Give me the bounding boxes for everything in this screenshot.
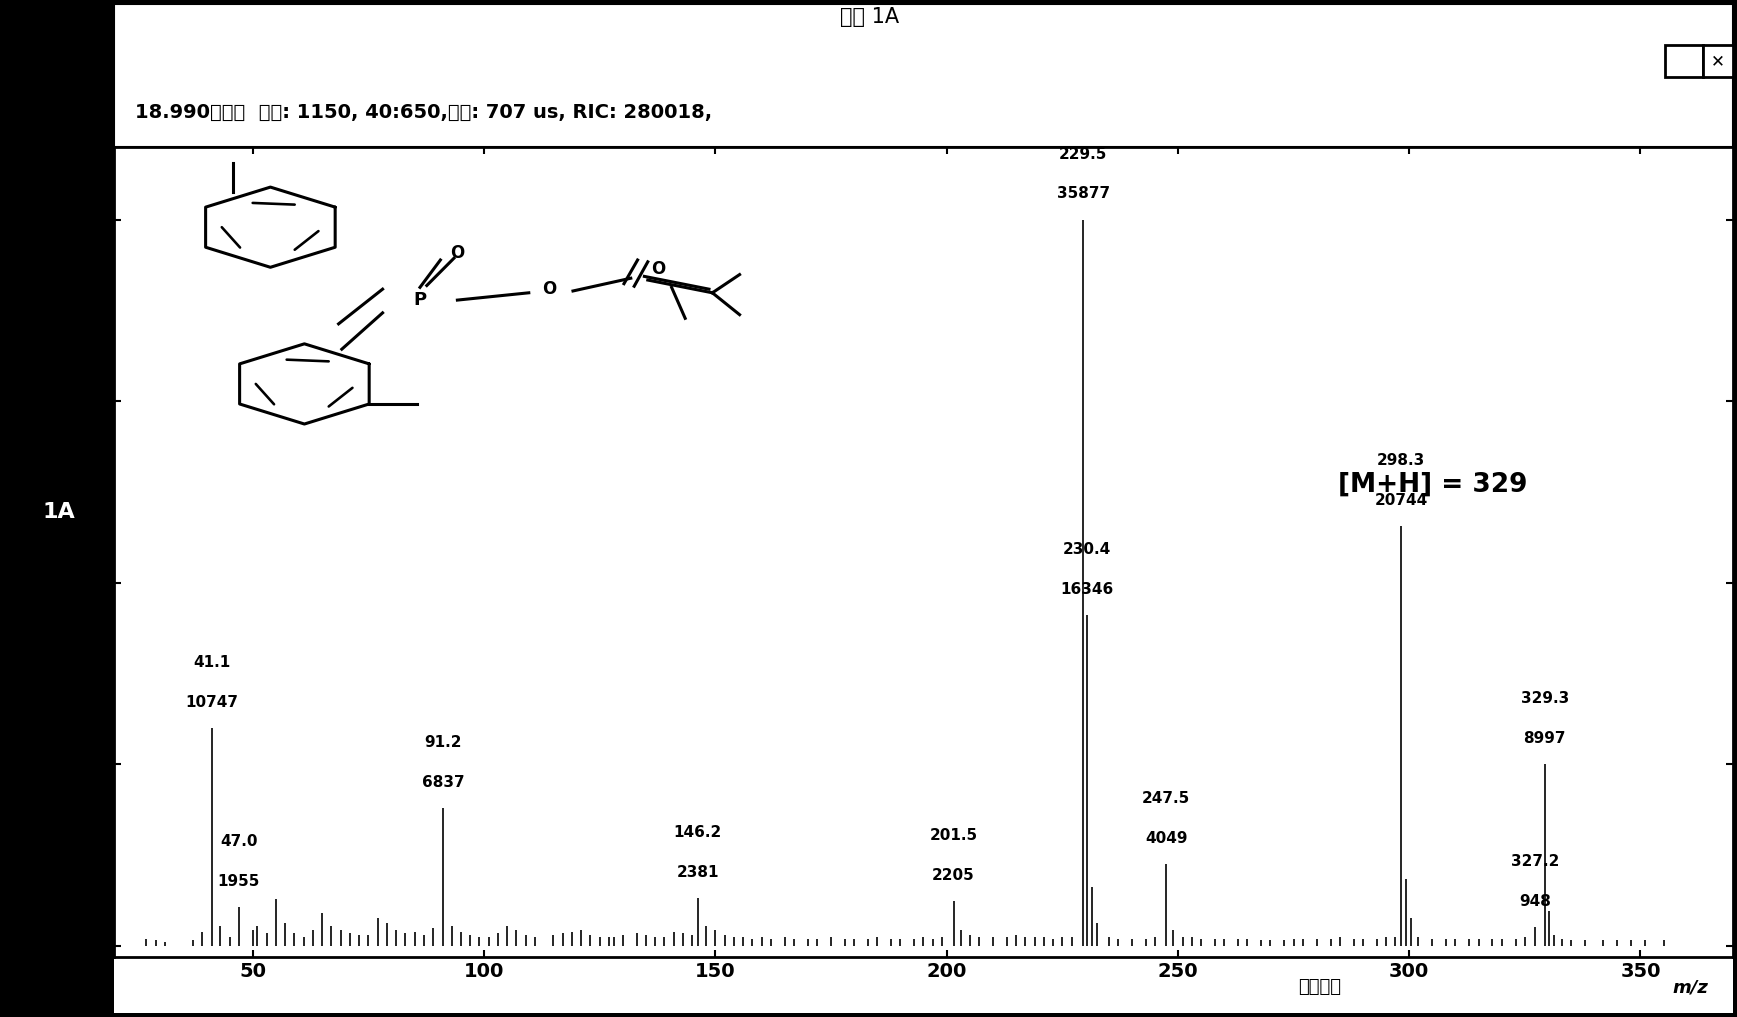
- FancyBboxPatch shape: [3, 4, 1734, 1013]
- Text: 1A: 1A: [43, 502, 75, 522]
- Text: 229.5: 229.5: [1060, 146, 1106, 162]
- Text: 10747: 10747: [186, 695, 238, 710]
- Text: 327.2: 327.2: [1511, 854, 1560, 870]
- FancyBboxPatch shape: [115, 4, 1734, 147]
- Text: m/z: m/z: [1673, 978, 1707, 996]
- FancyBboxPatch shape: [1666, 45, 1702, 77]
- Text: 2205: 2205: [933, 868, 974, 883]
- Text: 201.5: 201.5: [929, 828, 978, 843]
- FancyBboxPatch shape: [1702, 45, 1734, 77]
- Text: 1955: 1955: [217, 874, 261, 889]
- Text: 329.3: 329.3: [1520, 691, 1569, 706]
- Text: 6837: 6837: [422, 775, 466, 790]
- Text: 47.0: 47.0: [221, 834, 257, 849]
- Text: 41.1: 41.1: [193, 655, 231, 670]
- Text: 298.3: 298.3: [1377, 454, 1426, 468]
- Text: 固定范围: 固定范围: [1299, 978, 1341, 996]
- FancyBboxPatch shape: [3, 4, 115, 1013]
- Text: 8997: 8997: [1523, 730, 1567, 745]
- Text: 20744: 20744: [1374, 493, 1428, 508]
- Text: 2381: 2381: [676, 865, 719, 880]
- Text: 146.2: 146.2: [674, 825, 723, 840]
- Text: 948: 948: [1520, 894, 1551, 909]
- FancyBboxPatch shape: [115, 958, 1734, 1013]
- Text: 247.5: 247.5: [1143, 791, 1190, 805]
- Text: [M+H] = 329: [M+H] = 329: [1337, 472, 1527, 497]
- Text: 230.4: 230.4: [1063, 542, 1112, 556]
- Text: 4049: 4049: [1145, 831, 1188, 846]
- Text: 35877: 35877: [1056, 186, 1110, 201]
- Text: ✕: ✕: [1711, 52, 1725, 70]
- Text: 光谱 1A: 光谱 1A: [841, 7, 900, 27]
- Text: 16346: 16346: [1061, 582, 1113, 597]
- Text: 91.2: 91.2: [424, 735, 462, 750]
- Text: 18.990分钟，  扫描: 1150, 40:650,离子: 707 us, RIC: 280018,: 18.990分钟， 扫描: 1150, 40:650,离子: 707 us, R…: [135, 103, 712, 121]
